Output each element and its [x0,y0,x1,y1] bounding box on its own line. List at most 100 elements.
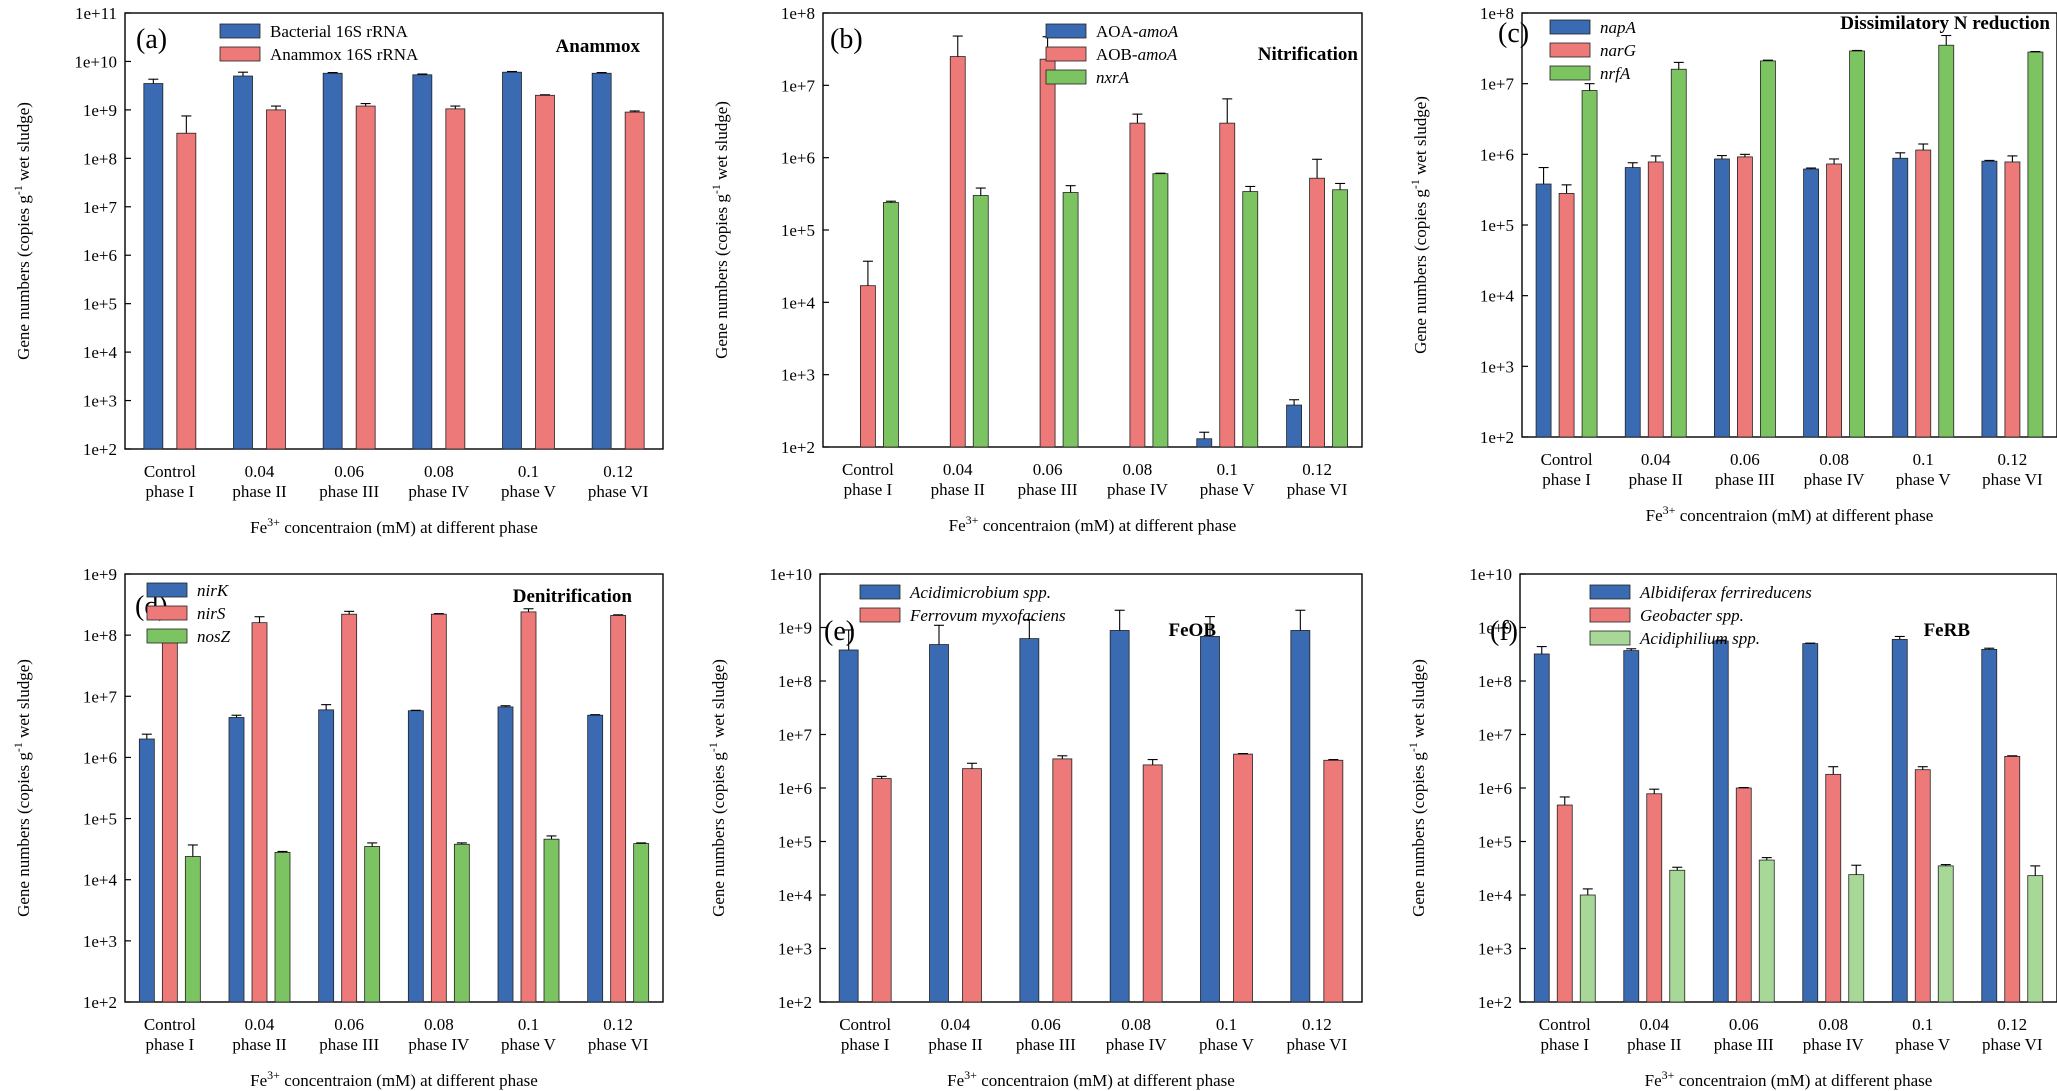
y-tick-label: 1e+6 [781,149,815,168]
y-tick-label: 1e+7 [778,726,813,745]
x-category-label: 0.04 [943,460,973,479]
bar [633,843,650,1003]
x-category-label: 0.06 [1031,1015,1061,1034]
x-category-label: phase II [232,482,287,501]
bar [1052,758,1073,1003]
x-category-label: phase III [319,482,379,501]
bar [138,738,155,1003]
bar [1938,44,1955,438]
bar [1558,193,1575,438]
panel-label: (f) [1490,616,1518,647]
chart-title: FeOB [1169,620,1217,641]
plot-frame [124,12,664,450]
bar [610,615,627,1003]
chart-panel-5: 1e+2 1e+3 1e+4 1e+5 1e+6 1e+7 1e+8 1e+9 1e+10 Gen… [706,565,1363,1090]
panel-label: (a) [136,24,167,55]
x-category-label: phase V [1200,480,1256,499]
x-category-label: 0.08 [424,1015,454,1034]
x-category-label: phase III [1018,480,1078,499]
y-tick-label: 1e+3 [781,366,815,385]
bar [624,111,645,450]
y-tick-label: 1e+7 [781,76,816,95]
x-category-label: 0.12 [603,1015,633,1034]
x-category-label: phase IV [408,482,470,501]
x-category-label: 0.1 [1913,450,1934,469]
x-category-label: phase I [844,480,893,499]
y-axis-label: Gene numbers (copies g-1 wet sludge) [709,101,731,359]
bar [161,634,178,1003]
x-category-label: 0.08 [1123,460,1153,479]
bar [1535,183,1552,438]
y-tick-label: 1e+2 [83,993,117,1012]
legend-label: nxrA [1096,68,1130,87]
x-category-label: 0.06 [1730,450,1760,469]
y-tick-label: 1e+7 [83,198,118,217]
bar [251,622,268,1003]
bar [184,856,201,1003]
legend-label: nirK [197,581,230,600]
bar [407,710,424,1003]
y-tick-label: 1e+10 [769,565,812,584]
x-category-label: phase II [1629,470,1684,489]
x-category-label: phase III [319,1035,379,1054]
x-category-label: phase VI [1982,1035,2043,1054]
x-axis-label: Fe3+ concentraion (mM) at different phas… [1646,503,1934,525]
legend-label: Bacterial 16S rRNA [270,22,409,41]
legend-swatch [1045,69,1087,85]
chart-title: FeRB [1924,620,1971,641]
x-axis-label: Fe3+ concentraion (mM) at different phas… [1645,1068,1933,1090]
legend-swatch [1589,607,1631,623]
x-category-label: 0.04 [941,1015,971,1034]
y-tick-label: 1e+5 [83,810,117,829]
x-category-label: 0.1 [1217,460,1238,479]
x-category-label: phase I [146,482,195,501]
bar [1039,58,1056,448]
bar [233,75,253,450]
legend-swatch [219,23,261,39]
y-tick-label: 1e+2 [1478,993,1512,1012]
x-category-label: 0.12 [1997,1015,2027,1034]
x-category-label: phase II [232,1035,287,1054]
bar [860,285,876,448]
x-axis-label: Fe3+ concentraion (mM) at different phas… [947,1068,1235,1090]
bar [1062,192,1079,448]
y-tick-label: 1e+5 [1478,833,1512,852]
legend-label: Geobacter spp. [1640,606,1744,625]
x-category-label: phase VI [1982,470,2043,489]
legend-swatch [219,46,261,62]
bar [1670,68,1687,438]
y-tick-label: 1e+8 [781,4,815,23]
y-tick-label: 1e+5 [83,295,117,314]
chart-title: Nitrification [1258,44,1359,65]
x-category-label: 0.04 [245,1015,275,1034]
bar [1826,163,1842,438]
bar [1669,869,1686,1003]
y-tick-label: 1e+5 [781,221,815,240]
y-tick-label: 1e+8 [778,672,812,691]
x-category-label: 0.04 [1641,450,1671,469]
bar [274,851,291,1003]
y-tick-label: 1e+2 [83,440,117,459]
x-category-label: 0.12 [1998,450,2028,469]
legend-label: napA [1600,18,1637,37]
legend-label: nirS [197,604,226,623]
x-category-label: Control [842,460,894,479]
legend-label: nrfA [1600,64,1631,83]
x-category-label: phase V [1895,1035,1951,1054]
bar [2004,161,2021,438]
y-tick-label: 1e+3 [83,932,117,951]
x-category-label: phase VI [588,482,649,501]
y-tick-label: 1e+11 [75,4,117,23]
bar [1712,640,1729,1003]
legend-swatch [1549,42,1591,58]
x-category-label: phase IV [1106,1035,1168,1054]
panel-label: (e) [824,616,855,647]
legend-swatch [1549,19,1591,35]
legend-label: Albidiferax ferrireducens [1639,583,1812,602]
x-category-label: phase IV [1804,470,1866,489]
x-category-label: phase I [841,1035,890,1054]
y-tick-label: 1e+9 [1478,619,1512,638]
chart-panel-2: 1e+2 1e+3 1e+4 1e+5 1e+6 1e+7 1e+8 Gene numbers… [709,4,1363,535]
y-tick-label: 1e+6 [1480,145,1514,164]
x-category-label: phase V [1199,1035,1255,1054]
